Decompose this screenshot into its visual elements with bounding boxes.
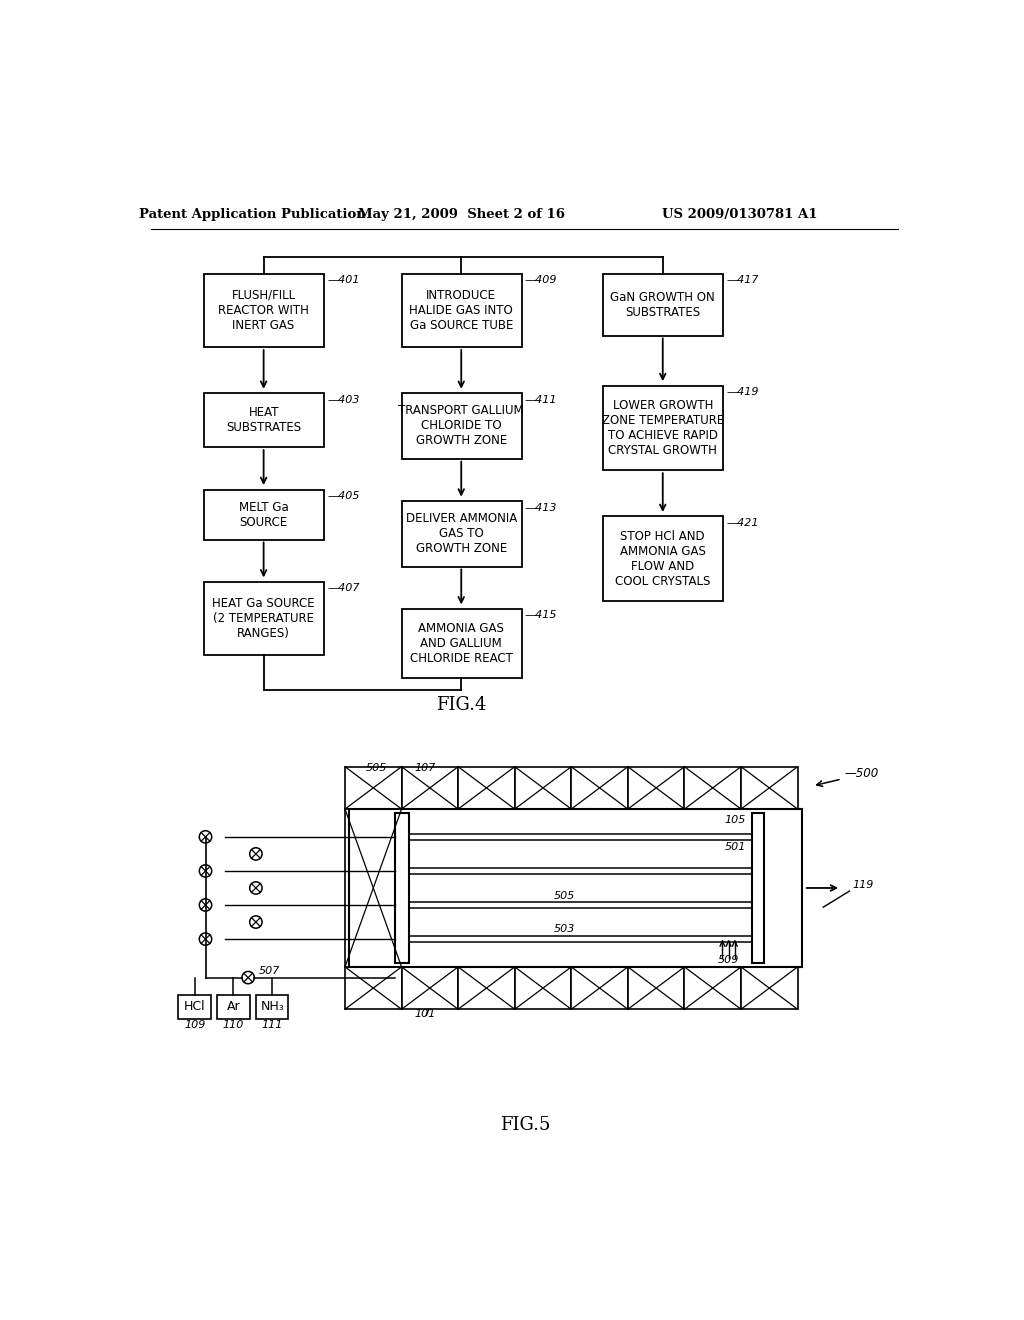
Bar [603, 516, 723, 601]
Text: May 21, 2009  Sheet 2 of 16: May 21, 2009 Sheet 2 of 16 [357, 209, 565, 222]
Text: 501: 501 [725, 842, 746, 853]
Bar [349, 809, 802, 968]
Text: 107: 107 [415, 763, 436, 772]
Bar [628, 966, 684, 1010]
Text: FIG.5: FIG.5 [500, 1115, 550, 1134]
Text: —413: —413 [524, 503, 557, 512]
Text: 101: 101 [415, 1008, 436, 1019]
Text: —407: —407 [328, 583, 359, 594]
Bar [458, 767, 515, 809]
Bar [458, 966, 515, 1010]
Text: US 2009/0130781 A1: US 2009/0130781 A1 [663, 209, 818, 222]
Text: GaN GROWTH ON
SUBSTRATES: GaN GROWTH ON SUBSTRATES [610, 290, 715, 318]
Text: STOP HCl AND
AMMONIA GAS
FLOW AND
COOL CRYSTALS: STOP HCl AND AMMONIA GAS FLOW AND COOL C… [615, 529, 711, 587]
Text: —500: —500 [845, 767, 880, 780]
Text: 109: 109 [184, 1020, 206, 1031]
Bar [401, 609, 521, 678]
Bar [395, 813, 410, 964]
Text: 509: 509 [718, 956, 739, 965]
Bar [752, 813, 764, 964]
Text: —405: —405 [328, 491, 359, 502]
Bar [345, 809, 401, 968]
Bar [204, 275, 324, 347]
Text: Patent Application Publication: Patent Application Publication [138, 209, 366, 222]
Text: —409: —409 [524, 276, 557, 285]
Text: 105: 105 [725, 814, 746, 825]
Text: 119: 119 [853, 880, 874, 890]
Text: DELIVER AMMONIA
GAS TO
GROWTH ZONE: DELIVER AMMONIA GAS TO GROWTH ZONE [406, 512, 517, 556]
Text: FIG.4: FIG.4 [436, 696, 486, 714]
Bar [401, 502, 521, 566]
Bar [603, 385, 723, 470]
Bar [204, 490, 324, 540]
Text: 505: 505 [554, 891, 575, 900]
Text: 503: 503 [554, 924, 575, 935]
Text: —411: —411 [524, 395, 557, 405]
Bar [515, 767, 571, 809]
Bar [401, 767, 458, 809]
Text: HEAT
SUBSTRATES: HEAT SUBSTRATES [226, 407, 301, 434]
Text: —419: —419 [726, 387, 759, 397]
Bar [571, 767, 628, 809]
Text: INTRODUCE
HALIDE GAS INTO
Ga SOURCE TUBE: INTRODUCE HALIDE GAS INTO Ga SOURCE TUBE [410, 289, 513, 331]
Bar [345, 767, 401, 809]
Bar [603, 275, 723, 335]
Bar [741, 966, 798, 1010]
Bar [204, 393, 324, 447]
Text: TRANSPORT GALLIUM
CHLORIDE TO
GROWTH ZONE: TRANSPORT GALLIUM CHLORIDE TO GROWTH ZON… [398, 404, 524, 447]
Bar [628, 767, 684, 809]
Bar [401, 966, 458, 1010]
Bar [401, 275, 521, 347]
Text: —401: —401 [328, 276, 359, 285]
Text: HEAT Ga SOURCE
(2 TEMPERATURE
RANGES): HEAT Ga SOURCE (2 TEMPERATURE RANGES) [212, 597, 315, 640]
Text: —415: —415 [524, 610, 557, 620]
Text: NH₃: NH₃ [260, 1001, 284, 1014]
Bar [571, 966, 628, 1010]
Bar [684, 966, 741, 1010]
Bar [515, 966, 571, 1010]
Text: 110: 110 [222, 1020, 244, 1031]
Bar [345, 966, 401, 1010]
Bar [256, 994, 289, 1019]
Text: —403: —403 [328, 395, 359, 405]
Text: 111: 111 [261, 1020, 283, 1031]
Text: HCl: HCl [184, 1001, 206, 1014]
Text: —421: —421 [726, 517, 759, 528]
Text: 507: 507 [259, 966, 281, 975]
Text: AMMONIA GAS
AND GALLIUM
CHLORIDE REACT: AMMONIA GAS AND GALLIUM CHLORIDE REACT [410, 622, 513, 665]
Text: 505: 505 [367, 763, 388, 772]
Text: Ar: Ar [226, 1001, 241, 1014]
Bar [741, 767, 798, 809]
Text: LOWER GROWTH
ZONE TEMPERATURE
TO ACHIEVE RAPID
CRYSTAL GROWTH: LOWER GROWTH ZONE TEMPERATURE TO ACHIEVE… [602, 399, 724, 457]
Bar [178, 994, 211, 1019]
Bar [401, 393, 521, 459]
Text: —417: —417 [726, 276, 759, 285]
Text: MELT Ga
SOURCE: MELT Ga SOURCE [239, 500, 289, 528]
Bar [684, 767, 741, 809]
Text: FLUSH/FILL
REACTOR WITH
INERT GAS: FLUSH/FILL REACTOR WITH INERT GAS [218, 289, 309, 331]
Bar [204, 582, 324, 655]
Bar [217, 994, 250, 1019]
